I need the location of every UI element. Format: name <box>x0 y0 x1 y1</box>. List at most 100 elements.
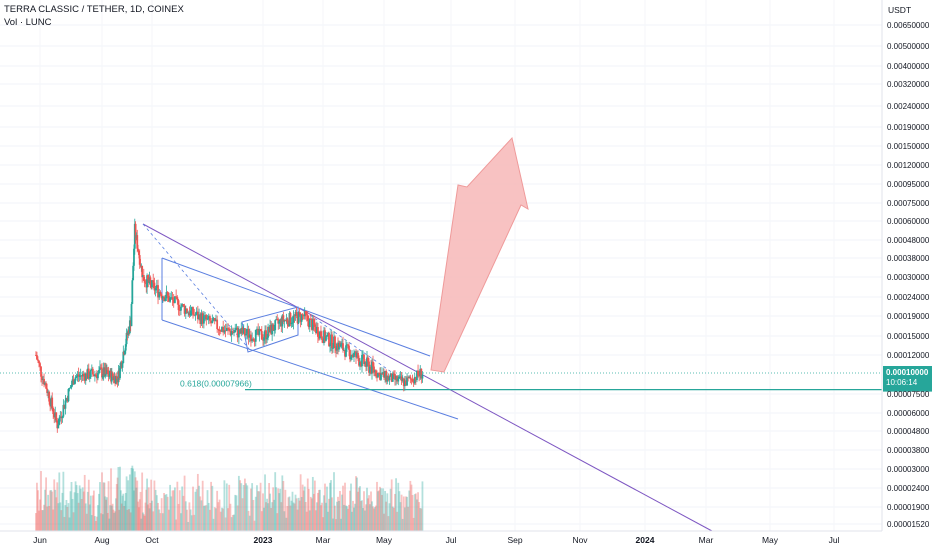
candle-body <box>399 376 402 378</box>
candle-body <box>38 360 40 364</box>
volume-bar <box>54 489 57 531</box>
volume-bar <box>345 505 347 531</box>
volume-bar <box>134 477 137 531</box>
volume-bar <box>177 503 180 531</box>
candle-body <box>390 373 393 382</box>
candle-body <box>344 349 346 357</box>
candle-body <box>283 320 286 322</box>
volume-bar <box>217 502 220 531</box>
candle-body <box>175 296 178 298</box>
volume-bar <box>62 471 65 531</box>
volume-bar <box>247 510 250 531</box>
candle-body <box>210 320 213 324</box>
candle-body <box>159 292 162 295</box>
volume-bar <box>41 510 43 531</box>
candle-body <box>288 313 291 327</box>
volume-bar <box>46 506 49 531</box>
volume-bar <box>262 493 264 531</box>
volume-bar <box>285 517 288 531</box>
candle-body <box>265 330 267 340</box>
volume-bar <box>258 491 261 531</box>
candle-body <box>262 339 264 341</box>
candle-body <box>229 330 232 336</box>
volume-bar <box>406 496 408 531</box>
volume-bar <box>98 493 100 531</box>
candle-body <box>252 338 255 341</box>
candle-body <box>343 349 345 351</box>
candle-body <box>362 354 364 356</box>
volume-bar <box>384 490 386 531</box>
volume-bar <box>140 518 143 531</box>
volume-bar <box>355 476 357 531</box>
volume-bar <box>107 481 110 531</box>
volume-bar <box>186 509 188 531</box>
candle-body <box>310 319 313 330</box>
candle-body <box>235 327 238 331</box>
volume-bar <box>92 490 95 531</box>
volume-bar <box>301 484 304 531</box>
candle-body <box>302 315 305 317</box>
volume-bar <box>152 511 155 531</box>
candle-body <box>186 308 188 313</box>
volume-bar <box>165 494 168 531</box>
candle-body <box>161 296 164 299</box>
candle-body <box>264 330 266 338</box>
volume-bar <box>405 496 407 531</box>
candle-body <box>371 361 373 374</box>
candle-body <box>356 352 358 358</box>
volume-bar <box>401 518 404 531</box>
volume-bar <box>227 508 229 531</box>
volume-bar <box>130 467 133 531</box>
candle-body <box>394 374 396 380</box>
volume-bar <box>240 483 243 531</box>
volume-bar <box>325 502 327 531</box>
volume-bar <box>275 487 278 531</box>
volume-bar <box>263 507 265 531</box>
volume-bar <box>286 506 289 531</box>
time-tick-label: Jul <box>446 535 457 545</box>
candle-body <box>353 352 355 357</box>
candle-body <box>312 319 315 325</box>
volume-bar <box>373 508 375 531</box>
last-price-text: 0.00010000 <box>886 368 929 377</box>
volume-bar <box>344 482 346 531</box>
candle-body <box>169 297 171 302</box>
candle-body <box>295 312 298 315</box>
candle-body <box>154 288 157 291</box>
volume-bar <box>68 517 71 531</box>
volume-bar <box>175 519 178 531</box>
volume-bar <box>123 506 126 531</box>
volume-bar <box>268 482 271 531</box>
volume-bar <box>237 475 240 531</box>
candle-body <box>87 368 90 379</box>
volume-bar <box>309 496 312 531</box>
candle-body <box>201 313 204 324</box>
candle-body <box>307 320 310 328</box>
volume-bar <box>35 513 37 531</box>
candle-body <box>70 385 73 388</box>
candle-body <box>221 327 223 332</box>
volume-bar <box>234 494 237 531</box>
volume-bar <box>136 480 139 531</box>
candle-body <box>189 310 192 316</box>
volume-bar <box>252 499 255 531</box>
volume-bar <box>106 512 109 531</box>
candle-body <box>213 318 216 322</box>
volume-bar <box>158 509 161 531</box>
volume-bar <box>292 502 295 531</box>
volume-bar <box>400 494 403 531</box>
volume-bar <box>248 515 251 531</box>
volume-bar <box>201 480 204 531</box>
candle-body <box>151 280 153 288</box>
volume-bar <box>133 490 135 531</box>
volume-bar <box>294 494 297 531</box>
candle-body <box>277 319 280 324</box>
volume-bar <box>142 514 145 531</box>
price-tick-label: 0.00004800 <box>887 427 930 436</box>
volume-bar <box>267 503 269 531</box>
price-tick-label: 0.00003800 <box>887 446 930 455</box>
candle-body <box>122 351 125 363</box>
candle-body <box>40 366 42 377</box>
price-tick-label: 0.00015000 <box>887 332 930 341</box>
